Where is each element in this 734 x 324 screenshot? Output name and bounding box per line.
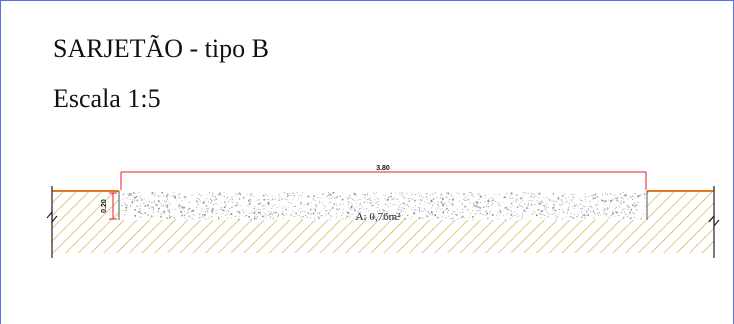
depth-dimension (109, 192, 117, 220)
width-dimension-label: 3.80 (376, 165, 390, 172)
drawing-scale: Escala 1:5 (53, 84, 161, 113)
concrete-stipple (121, 192, 647, 220)
area-label: A: 0,76m² (356, 211, 402, 223)
break-mark-right (708, 186, 720, 258)
drawing-title: SARJETÃO - tipo B (53, 34, 269, 63)
break-mark-left (46, 186, 58, 258)
width-dimension (120, 171, 647, 190)
depth-dimension-label: 0.20 (101, 199, 108, 213)
